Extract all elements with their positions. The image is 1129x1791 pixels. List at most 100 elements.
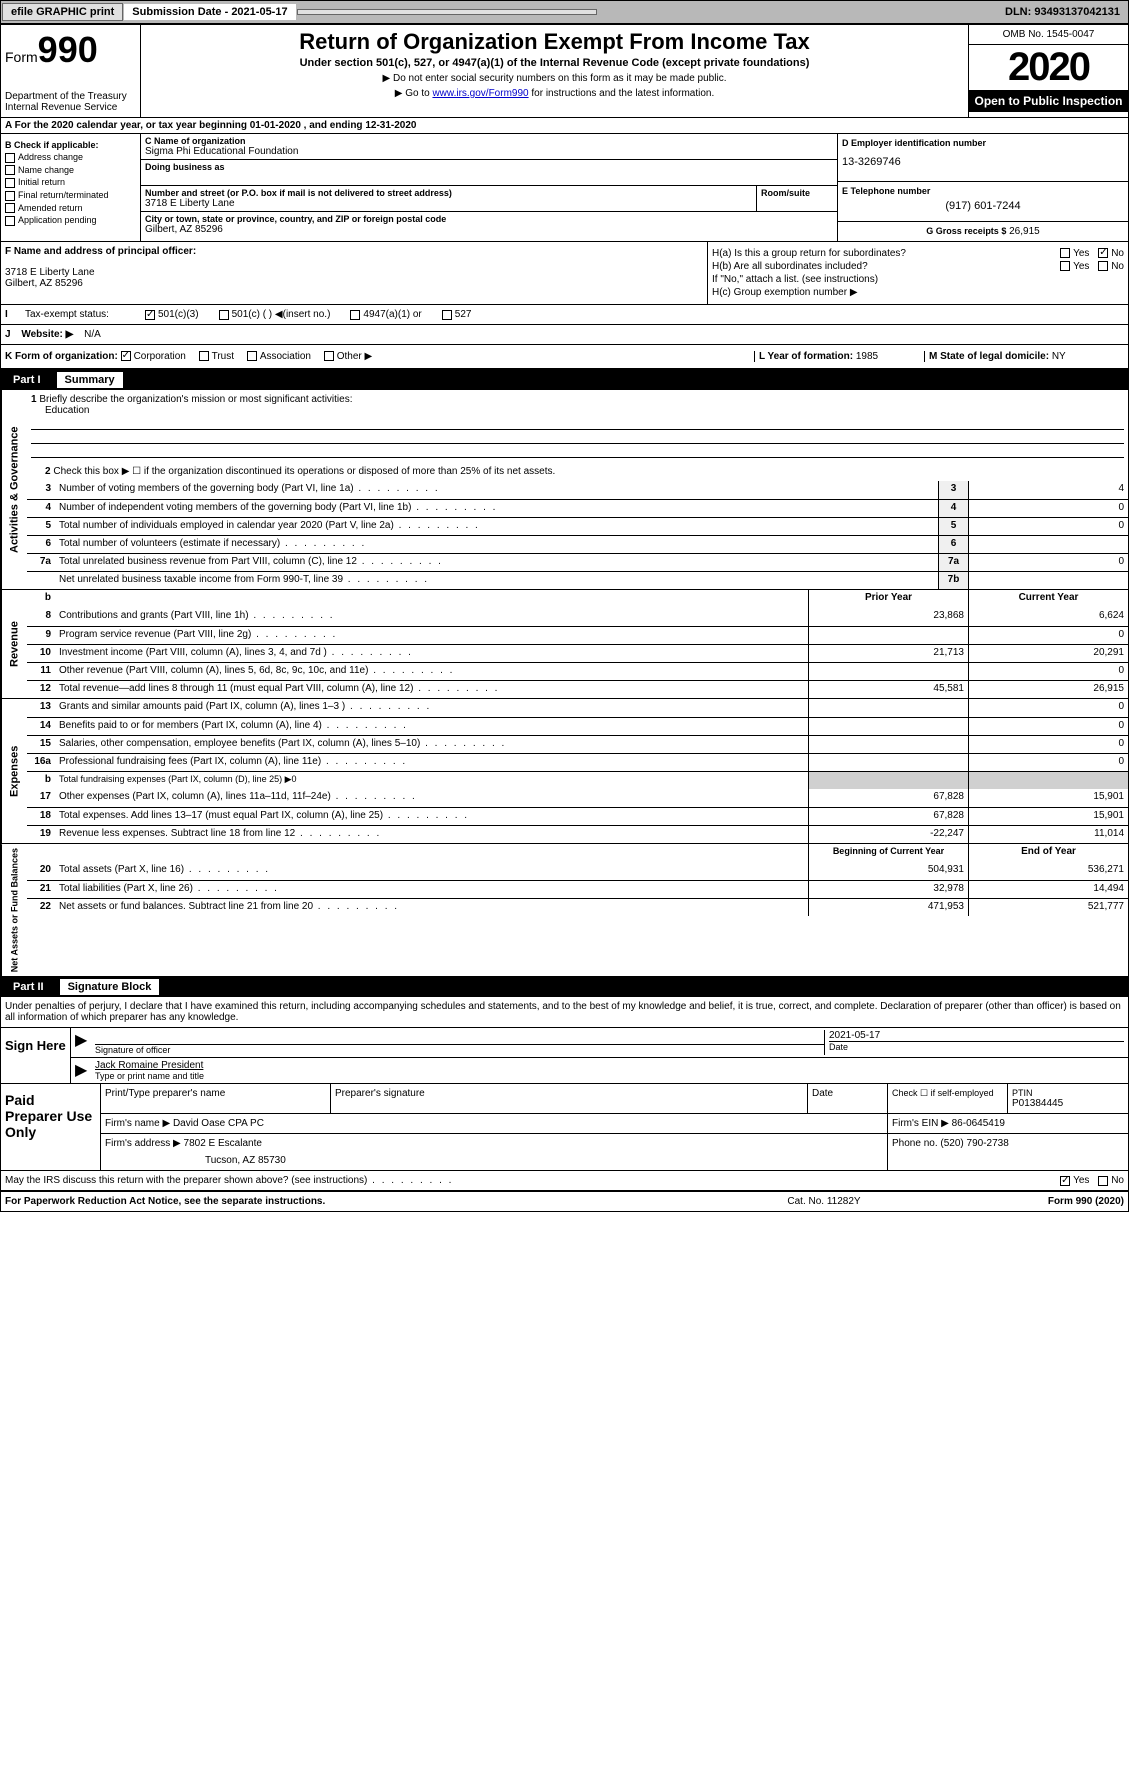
website-value: N/A <box>84 329 101 340</box>
check-4947[interactable] <box>350 310 360 320</box>
check-address: Address change <box>5 152 136 163</box>
paid-preparer-label: Paid Preparer Use Only <box>1 1084 101 1170</box>
header-left: Form990 Department of the Treasury Inter… <box>1 25 141 117</box>
sig-officer-label: Signature of officer <box>95 1044 824 1055</box>
line-value: 4 <box>968 481 1128 499</box>
discuss-yes[interactable] <box>1060 1176 1070 1186</box>
table-row: 9 Program service revenue (Part VIII, li… <box>27 626 1128 644</box>
form-subtitle: Under section 501(c), 527, or 4947(a)(1)… <box>145 57 964 69</box>
check-corp[interactable] <box>121 351 131 361</box>
irs-link[interactable]: www.irs.gov/Form990 <box>432 88 528 99</box>
officer-addr2: Gilbert, AZ 85296 <box>5 278 703 289</box>
checkbox-amended[interactable] <box>5 203 15 213</box>
note-link: ▶ Go to www.irs.gov/Form990 for instruct… <box>145 88 964 99</box>
hb-yes[interactable] <box>1060 261 1070 271</box>
prior-year-header: Prior Year <box>808 590 968 608</box>
header-right: OMB No. 1545-0047 2020 Open to Public In… <box>968 25 1128 117</box>
hb-no[interactable] <box>1098 261 1108 271</box>
governance-section: Activities & Governance 1 Briefly descri… <box>1 390 1128 590</box>
efile-print-button[interactable]: efile GRAPHIC print <box>2 3 123 21</box>
net-assets-section: Net Assets or Fund Balances Beginning of… <box>1 844 1128 977</box>
line-a: A For the 2020 calendar year, or tax yea… <box>1 118 1128 134</box>
domicile-label: M State of legal domicile: <box>929 351 1049 362</box>
room-label: Room/suite <box>761 188 833 198</box>
line-value: 0 <box>968 500 1128 517</box>
phone-value: (917) 601-7244 <box>842 200 1124 212</box>
expenses-section: Expenses 13 Grants and similar amounts p… <box>1 699 1128 844</box>
current-value: 20,291 <box>968 645 1128 662</box>
check-527[interactable] <box>442 310 452 320</box>
line-num: 15 <box>27 736 55 753</box>
table-row: 12 Total revenue—add lines 8 through 11 … <box>27 680 1128 698</box>
firm-addr1: 7802 E Escalante <box>184 1138 262 1149</box>
check-501c3[interactable] <box>145 310 155 320</box>
boxes-deg: D Employer identification number 13-3269… <box>838 134 1128 241</box>
prior-value <box>808 699 968 717</box>
checkbox-name[interactable] <box>5 165 15 175</box>
note-link-post: for instructions and the latest informat… <box>529 88 715 99</box>
box-b-label: B Check if applicable: <box>5 140 136 150</box>
line-16b-prior <box>808 772 968 789</box>
side-expenses: Expenses <box>1 699 27 843</box>
part-2-header: Part II Signature Block <box>1 977 1128 997</box>
check-initial: Initial return <box>5 177 136 188</box>
line-desc: Number of voting members of the governin… <box>55 481 938 499</box>
form-990: Form990 Department of the Treasury Inter… <box>0 24 1129 1212</box>
discuss-no[interactable] <box>1098 1176 1108 1186</box>
perjury-statement: Under penalties of perjury, I declare th… <box>1 997 1128 1028</box>
side-revenue: Revenue <box>1 590 27 698</box>
line-box: 5 <box>938 518 968 535</box>
org-name: Sigma Phi Educational Foundation <box>145 146 833 157</box>
line-desc: Total number of volunteers (estimate if … <box>55 536 938 553</box>
check-trust[interactable] <box>199 351 209 361</box>
row-i: I Tax-exempt status: 501(c)(3) 501(c) ( … <box>1 305 1128 325</box>
line-desc: Total revenue—add lines 8 through 11 (mu… <box>55 681 808 698</box>
checkbox-address[interactable] <box>5 153 15 163</box>
mission-label: Briefly describe the organization's miss… <box>39 394 352 405</box>
catalog-number: Cat. No. 11282Y <box>724 1196 924 1207</box>
line-box: 7b <box>938 572 968 589</box>
check-pending: Application pending <box>5 215 136 226</box>
year-formation-label: L Year of formation: <box>759 351 853 362</box>
header-center: Return of Organization Exempt From Incom… <box>141 25 968 117</box>
checkbox-final[interactable] <box>5 191 15 201</box>
sign-here-label: Sign Here <box>1 1028 71 1083</box>
line-num: 22 <box>27 899 55 916</box>
line-num: 7a <box>27 554 55 571</box>
ha-no[interactable] <box>1098 248 1108 258</box>
ha-yes[interactable] <box>1060 248 1070 258</box>
side-net-assets: Net Assets or Fund Balances <box>1 844 27 976</box>
checkbox-initial[interactable] <box>5 178 15 188</box>
header-b: b <box>27 590 55 608</box>
sig-date-label: Date <box>829 1041 1124 1052</box>
dba-label: Doing business as <box>145 162 833 172</box>
current-value: 14,494 <box>968 881 1128 898</box>
side-governance: Activities & Governance <box>1 390 27 589</box>
tax-year: 2020 <box>969 45 1128 90</box>
line-2: Check this box ▶ ☐ if the organization d… <box>53 466 555 477</box>
line-num: 3 <box>27 481 55 499</box>
omb-number: OMB No. 1545-0047 <box>969 25 1128 45</box>
line-value: 0 <box>968 518 1128 535</box>
current-value: 0 <box>968 699 1128 717</box>
prep-sig-label: Preparer's signature <box>331 1084 808 1113</box>
line-num: 12 <box>27 681 55 698</box>
part-1-label: Part I <box>5 372 49 388</box>
check-assoc[interactable] <box>247 351 257 361</box>
firm-name: David Oase CPA PC <box>173 1118 264 1129</box>
line-value: 0 <box>968 554 1128 571</box>
checkbox-pending[interactable] <box>5 216 15 226</box>
line-num: 8 <box>27 608 55 626</box>
tax-status-label: Tax-exempt status: <box>25 309 145 320</box>
line-desc: Net assets or fund balances. Subtract li… <box>55 899 808 916</box>
line-num: 10 <box>27 645 55 662</box>
line-num: 13 <box>27 699 55 717</box>
line-desc: Total assets (Part X, line 16) <box>55 862 808 880</box>
prior-value: 32,978 <box>808 881 968 898</box>
line-value <box>968 536 1128 553</box>
line-num: 14 <box>27 718 55 735</box>
line-box: 4 <box>938 500 968 517</box>
check-501c[interactable] <box>219 310 229 320</box>
check-other[interactable] <box>324 351 334 361</box>
current-value: 15,901 <box>968 789 1128 807</box>
